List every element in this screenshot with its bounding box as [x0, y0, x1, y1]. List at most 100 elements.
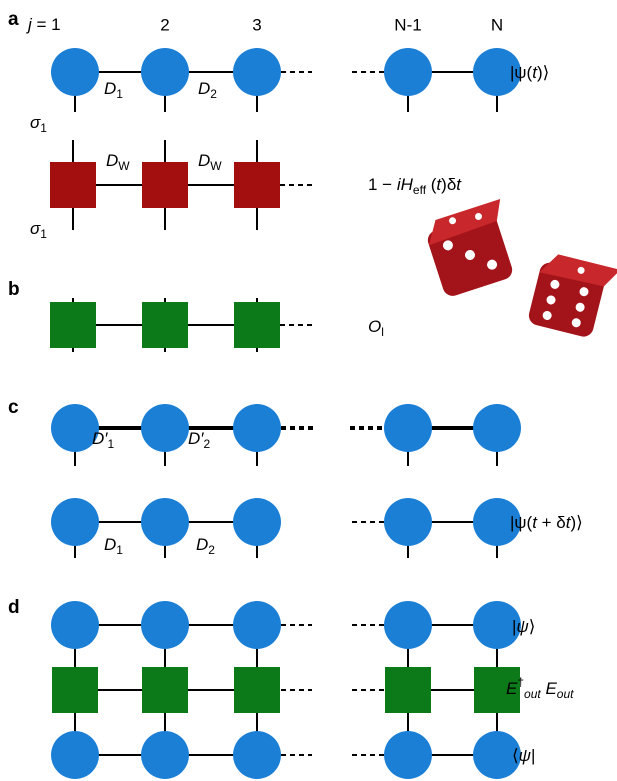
mps-tensor [141, 48, 189, 96]
label-part: E [506, 679, 518, 698]
bond-label: D2 [198, 79, 217, 101]
label-part: | [531, 746, 535, 765]
label-part: 1 [40, 227, 47, 241]
state-label: |ψ(t + δt)⟩ [510, 513, 583, 532]
mps-tensor [384, 48, 432, 96]
die [427, 198, 513, 296]
label-part: |ψ( [510, 63, 533, 82]
state-label: ⟨ψ| [512, 746, 535, 765]
label-part: D′ [92, 429, 108, 448]
label-part: 1 [116, 543, 123, 557]
label-part: D′ [188, 429, 204, 448]
pip [449, 217, 457, 225]
bond-label: D′1 [92, 429, 114, 451]
mps-tensor [473, 498, 521, 546]
mps-tensor [384, 731, 432, 779]
mps-tensor [233, 731, 281, 779]
network [50, 48, 521, 779]
bond-label: D′2 [188, 429, 210, 451]
die [528, 254, 617, 337]
mps-tensor [473, 601, 521, 649]
mps-tensor [233, 601, 281, 649]
operator-tensor [142, 302, 188, 348]
label-part: t [566, 513, 572, 532]
pip [579, 287, 589, 297]
label-part: | [512, 617, 516, 636]
operator-tensor [142, 667, 188, 713]
mps-tensor [51, 731, 99, 779]
label-part: t [532, 63, 538, 82]
operator-tensor [474, 667, 520, 713]
mps-tensor [384, 601, 432, 649]
bond-label: D1 [104, 535, 123, 557]
label-part: 1 [107, 437, 114, 451]
label-part: ψ [516, 617, 528, 636]
mps-tensor [141, 731, 189, 779]
label-part: ψ [519, 746, 531, 765]
label-part: out [557, 687, 574, 701]
label-part: 2 [208, 543, 215, 557]
label-part: D [198, 151, 210, 170]
operator-label: E†out Eout [506, 675, 574, 701]
operator-label: 1 − iHeff (t)δt [368, 175, 462, 197]
operator-tensor [142, 162, 188, 208]
label-part: O [368, 317, 381, 336]
site-label: j = 1 [26, 15, 61, 34]
pip [487, 259, 498, 270]
operator-tensor [234, 162, 280, 208]
operator-tensor [234, 667, 280, 713]
index-label: σ1 [30, 219, 47, 241]
label-part: W [118, 159, 130, 173]
label-part: D [106, 151, 118, 170]
pip [550, 279, 560, 289]
mps-tensor [141, 601, 189, 649]
mps-tensor [473, 731, 521, 779]
label-part: 2 [210, 87, 217, 101]
mps-tensor [233, 498, 281, 546]
pip [465, 250, 475, 260]
label-part: |ψ( [510, 513, 533, 532]
label-part: † [517, 675, 524, 689]
mps-tensor [51, 404, 99, 452]
state-label: |ψ(t)⟩ [510, 63, 549, 82]
label-part: 1 [116, 87, 123, 101]
pip [575, 302, 585, 312]
label-part: t [456, 175, 462, 194]
pip [542, 310, 552, 320]
mps-tensor [141, 404, 189, 452]
label-part: σ [30, 113, 41, 132]
label-part: E [541, 679, 558, 698]
label-part: σ [30, 219, 41, 238]
pip [475, 212, 483, 220]
label-part: t [532, 513, 538, 532]
label-part: 2 [203, 437, 210, 451]
mps-tensor [473, 404, 521, 452]
label-part: l [381, 325, 384, 339]
site-label: 3 [252, 15, 261, 34]
operator-tensor [52, 667, 98, 713]
site-label: N-1 [394, 15, 421, 34]
panel-label: b [8, 279, 20, 300]
label-part: )⟩ [571, 513, 583, 532]
operator-tensor [234, 302, 280, 348]
label-part: + δ [537, 513, 566, 532]
label-part: D [104, 79, 116, 98]
mps-tensor [384, 498, 432, 546]
pip [546, 295, 556, 305]
label-part: D [198, 79, 210, 98]
label-part: ⟩ [529, 617, 536, 636]
label-part: D [196, 535, 208, 554]
label-part: out [524, 687, 541, 701]
mps-tensor [233, 48, 281, 96]
die-top [428, 198, 501, 246]
bond-label: DW [198, 151, 222, 173]
dice [427, 198, 617, 337]
bond-label: D1 [104, 79, 123, 101]
label-part: ( [426, 175, 437, 194]
label-part: t [436, 175, 442, 194]
bond-label: DW [106, 151, 130, 173]
bond-label: D2 [196, 535, 215, 557]
mps-tensor [384, 404, 432, 452]
